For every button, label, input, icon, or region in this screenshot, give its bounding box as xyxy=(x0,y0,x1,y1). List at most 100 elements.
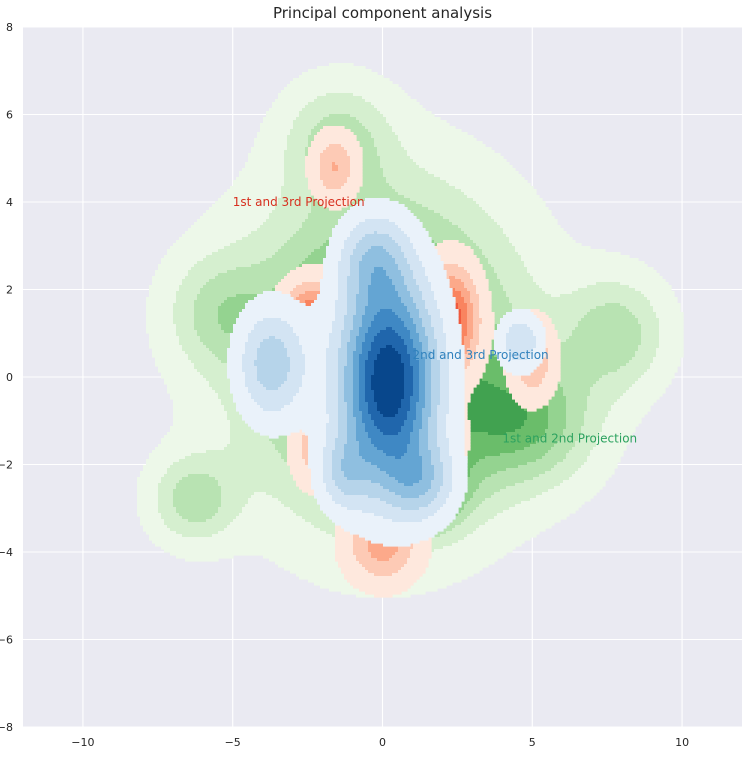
density-cell xyxy=(323,117,357,121)
density-cell xyxy=(326,93,354,97)
density-cell xyxy=(428,489,441,493)
density-cell xyxy=(509,354,531,358)
density-cell xyxy=(659,339,684,343)
density-cell xyxy=(359,381,366,385)
density-cell xyxy=(365,219,390,223)
density-cell xyxy=(326,369,339,373)
density-cell xyxy=(629,387,666,391)
density-cell xyxy=(449,354,465,358)
density-cell xyxy=(482,318,495,322)
density-cell xyxy=(461,510,474,514)
density-cell xyxy=(425,402,432,406)
density-cell xyxy=(530,354,546,358)
density-cell xyxy=(356,558,378,562)
density-cell xyxy=(236,267,297,271)
density-cell xyxy=(194,312,219,316)
density-cell xyxy=(161,261,198,265)
density-cell xyxy=(479,459,537,463)
density-cell xyxy=(350,159,363,163)
density-cell xyxy=(533,360,630,364)
density-cell xyxy=(347,408,354,412)
density-cell xyxy=(506,291,546,295)
density-cell xyxy=(644,372,675,376)
density-cell xyxy=(515,249,606,253)
density-cell xyxy=(362,510,438,514)
density-cell xyxy=(302,429,327,433)
density-cell xyxy=(398,291,411,295)
density-cell xyxy=(263,291,282,295)
density-cell xyxy=(230,333,249,337)
density-cell xyxy=(527,417,549,421)
density-cell xyxy=(374,396,405,400)
density-cell xyxy=(368,351,381,355)
density-cell xyxy=(506,378,522,382)
density-cell xyxy=(188,270,228,274)
density-cell xyxy=(290,237,330,241)
density-cell xyxy=(356,426,366,430)
density-cell xyxy=(347,153,363,157)
density-cell xyxy=(344,327,354,331)
density-cell xyxy=(260,405,285,409)
density-cell xyxy=(341,525,447,529)
density-cell xyxy=(281,339,300,343)
density-cell xyxy=(392,255,405,259)
density-cell xyxy=(584,411,609,415)
density-cell xyxy=(308,183,324,187)
density-cell xyxy=(404,423,414,427)
density-cell xyxy=(479,297,492,301)
density-cell xyxy=(341,504,393,508)
density-cell xyxy=(419,435,429,439)
density-cell xyxy=(338,291,348,295)
density-cell xyxy=(302,282,327,286)
density-cell xyxy=(365,312,378,316)
density-cell xyxy=(413,483,432,487)
density-cell xyxy=(275,99,315,103)
density-cell xyxy=(425,303,438,307)
density-cell xyxy=(446,423,465,427)
density-cell xyxy=(347,351,354,355)
density-cell xyxy=(497,471,546,475)
density-cell xyxy=(221,504,246,508)
density-cell xyxy=(299,387,327,391)
density-cell xyxy=(401,297,414,301)
density-cell xyxy=(344,375,354,379)
density-cell xyxy=(506,342,537,346)
density-cell xyxy=(461,321,468,325)
density-cell xyxy=(467,303,474,307)
density-cell xyxy=(377,108,426,112)
density-cell xyxy=(347,288,360,292)
density-cell xyxy=(629,285,672,289)
density-cell xyxy=(173,312,195,316)
density-cell xyxy=(353,327,360,331)
density-cell xyxy=(515,450,549,454)
density-cell xyxy=(473,279,489,283)
density-cell xyxy=(380,348,396,352)
density-cell xyxy=(464,342,471,346)
density-cell xyxy=(356,297,369,301)
density-cell xyxy=(350,273,360,277)
density-cell xyxy=(365,336,375,340)
density-cell xyxy=(305,165,321,169)
density-cell xyxy=(317,198,354,202)
density-cell xyxy=(242,357,258,361)
density-cell xyxy=(359,357,369,361)
density-cell xyxy=(251,264,300,268)
density-cell xyxy=(158,498,174,502)
density-cell xyxy=(386,180,447,184)
density-cell xyxy=(332,168,339,172)
density-cell xyxy=(449,366,465,370)
density-cell xyxy=(416,279,429,283)
density-cell xyxy=(503,510,576,514)
density-cell xyxy=(380,165,420,169)
density-cell xyxy=(287,294,300,298)
density-cell xyxy=(398,315,411,319)
density-cell xyxy=(446,180,528,184)
density-cell xyxy=(362,318,375,322)
density-cell xyxy=(242,510,294,514)
density-cell xyxy=(509,237,573,241)
density-cell xyxy=(452,468,468,472)
density-cell xyxy=(467,324,474,328)
density-cell xyxy=(365,306,408,310)
density-cell xyxy=(440,393,450,397)
density-cell xyxy=(461,309,468,313)
